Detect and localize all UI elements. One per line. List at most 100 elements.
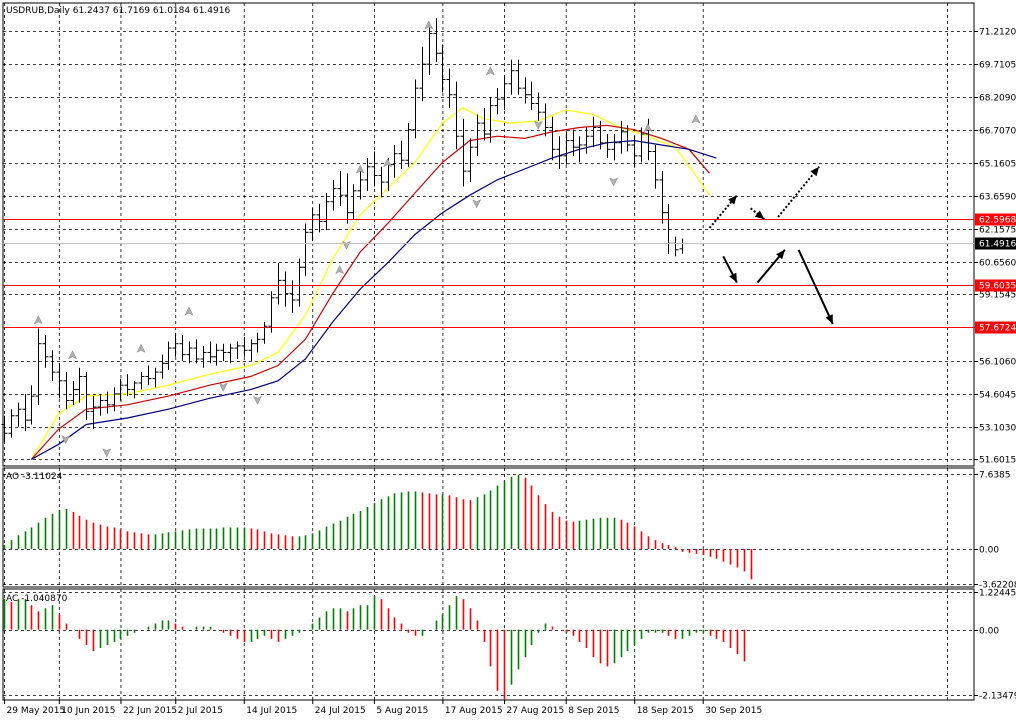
ohlc-bar [331,180,337,211]
ohlc-bar [516,60,522,95]
ohlc-bar [2,416,8,442]
ohlc-bar [365,158,371,191]
forecast-arrow [723,256,737,282]
forecast-arrow-dotted [710,195,737,228]
fractal-mark [692,115,700,123]
y-tick-label: 0.00 [979,627,999,637]
ohlc-bar [673,237,679,257]
ohlc-bar [249,339,255,361]
ohlc-bar [529,82,535,110]
ohlc-bar [166,342,172,370]
ohlc-bar [43,335,49,368]
ohlc-bar [392,145,398,178]
y-tick-label: 51.6015 [979,456,1016,466]
fractal-mark [34,316,42,324]
ohlc-bar [653,145,659,189]
ohlc-bar [187,342,193,364]
ohlc-bar [680,238,686,253]
x-tick-label: 2 Jul 2015 [178,706,223,716]
y-tick-label: 65.1605 [979,160,1016,170]
y-tick-label: 60.6560 [979,259,1016,269]
ohlc-bar [399,141,405,169]
x-tick-label: 22 Jun 2015 [123,706,177,716]
ohlc-bar [50,350,56,381]
level-price-label: 59.6035 [979,282,1016,292]
fractal-mark [473,200,481,208]
forecast-arrow [758,250,785,283]
y-tick-label: 59.1545 [979,291,1016,301]
ohlc-bar [36,328,42,404]
x-tick-label: 10 Jun 2015 [61,706,115,716]
ohlc-bar [194,339,200,363]
ac-panel [5,596,745,700]
ohlc-bar [173,333,179,357]
ohlc-bar [666,204,672,254]
y-tick-label: 53.1030 [979,424,1016,434]
current-price-label: 61.4916 [979,240,1016,250]
fractal-mark [384,159,392,167]
ohlc-bar [495,88,501,114]
ohlc-bar [440,44,446,92]
ohlc-bar [269,291,275,332]
ohlc-bar [557,136,563,169]
ohlc-bar [468,138,474,182]
ohlc-bar [160,355,166,379]
ohlc-bar [112,387,118,411]
ohlc-bar [619,121,625,154]
ohlc-bar [482,108,488,141]
ohlc-bar [523,77,529,103]
y-tick-label: 66.7070 [979,127,1016,137]
fractal-mark [103,449,111,457]
x-tick-label: 27 Aug 2015 [507,706,565,716]
ohlc-bar [324,193,330,230]
ohlc-bar [276,263,282,304]
ohlc-bar [454,82,460,150]
ohlc-bar [550,117,556,161]
y-tick-label: 63.6590 [979,193,1016,203]
ohlc-bar [64,372,70,409]
ohlc-bar [214,344,220,366]
panel-border [3,589,974,700]
arrow-shaft [778,167,819,217]
y-tick-label: 0.00 [979,546,999,556]
fractal-mark [336,266,344,274]
fast-ma-line [31,108,709,460]
ohlc-bar [447,69,453,108]
ohlc-bar [9,409,15,437]
fractal-mark [343,241,351,249]
x-tick-label: 29 May 2015 [7,706,66,716]
ohlc-bar [502,75,508,110]
arrow-head [755,210,765,219]
ohlc-bar [509,60,515,95]
x-tick-label: 17 Aug 2015 [445,706,503,716]
ohlc-bar [228,344,234,364]
y-tick-label: 56.1060 [979,358,1016,368]
ac-title: AC -1.040870 [6,594,68,604]
ohlc-bar [413,79,419,138]
fractal-mark [253,396,261,404]
forecast-arrow-dotted [751,208,765,219]
ao-title: AO -3.11024 [6,472,63,482]
fractal-mark [425,21,433,29]
ohlc-bar [283,272,289,307]
ohlc-bar [242,337,248,357]
ohlc-bar [132,381,138,398]
ohlc-bar [351,184,357,219]
fractal-mark [69,351,77,359]
x-tick-label: 18 Sep 2015 [637,706,694,716]
level-price-label: 57.6724 [979,324,1016,334]
mid-ma-line [31,125,709,459]
ohlc-bar [612,134,618,160]
ohlc-bar [57,363,63,398]
ohlc-bar [420,47,426,102]
ohlc-bar [77,368,83,403]
ohlc-bar [98,394,104,416]
ohlc-bar [23,394,29,431]
y-tick-label: 69.7105 [979,61,1016,71]
forecast-arrow [799,250,833,324]
fractal-mark [137,344,145,352]
panel-border [3,468,974,587]
ohlc-bar [591,117,597,148]
fractal-mark [62,436,70,444]
